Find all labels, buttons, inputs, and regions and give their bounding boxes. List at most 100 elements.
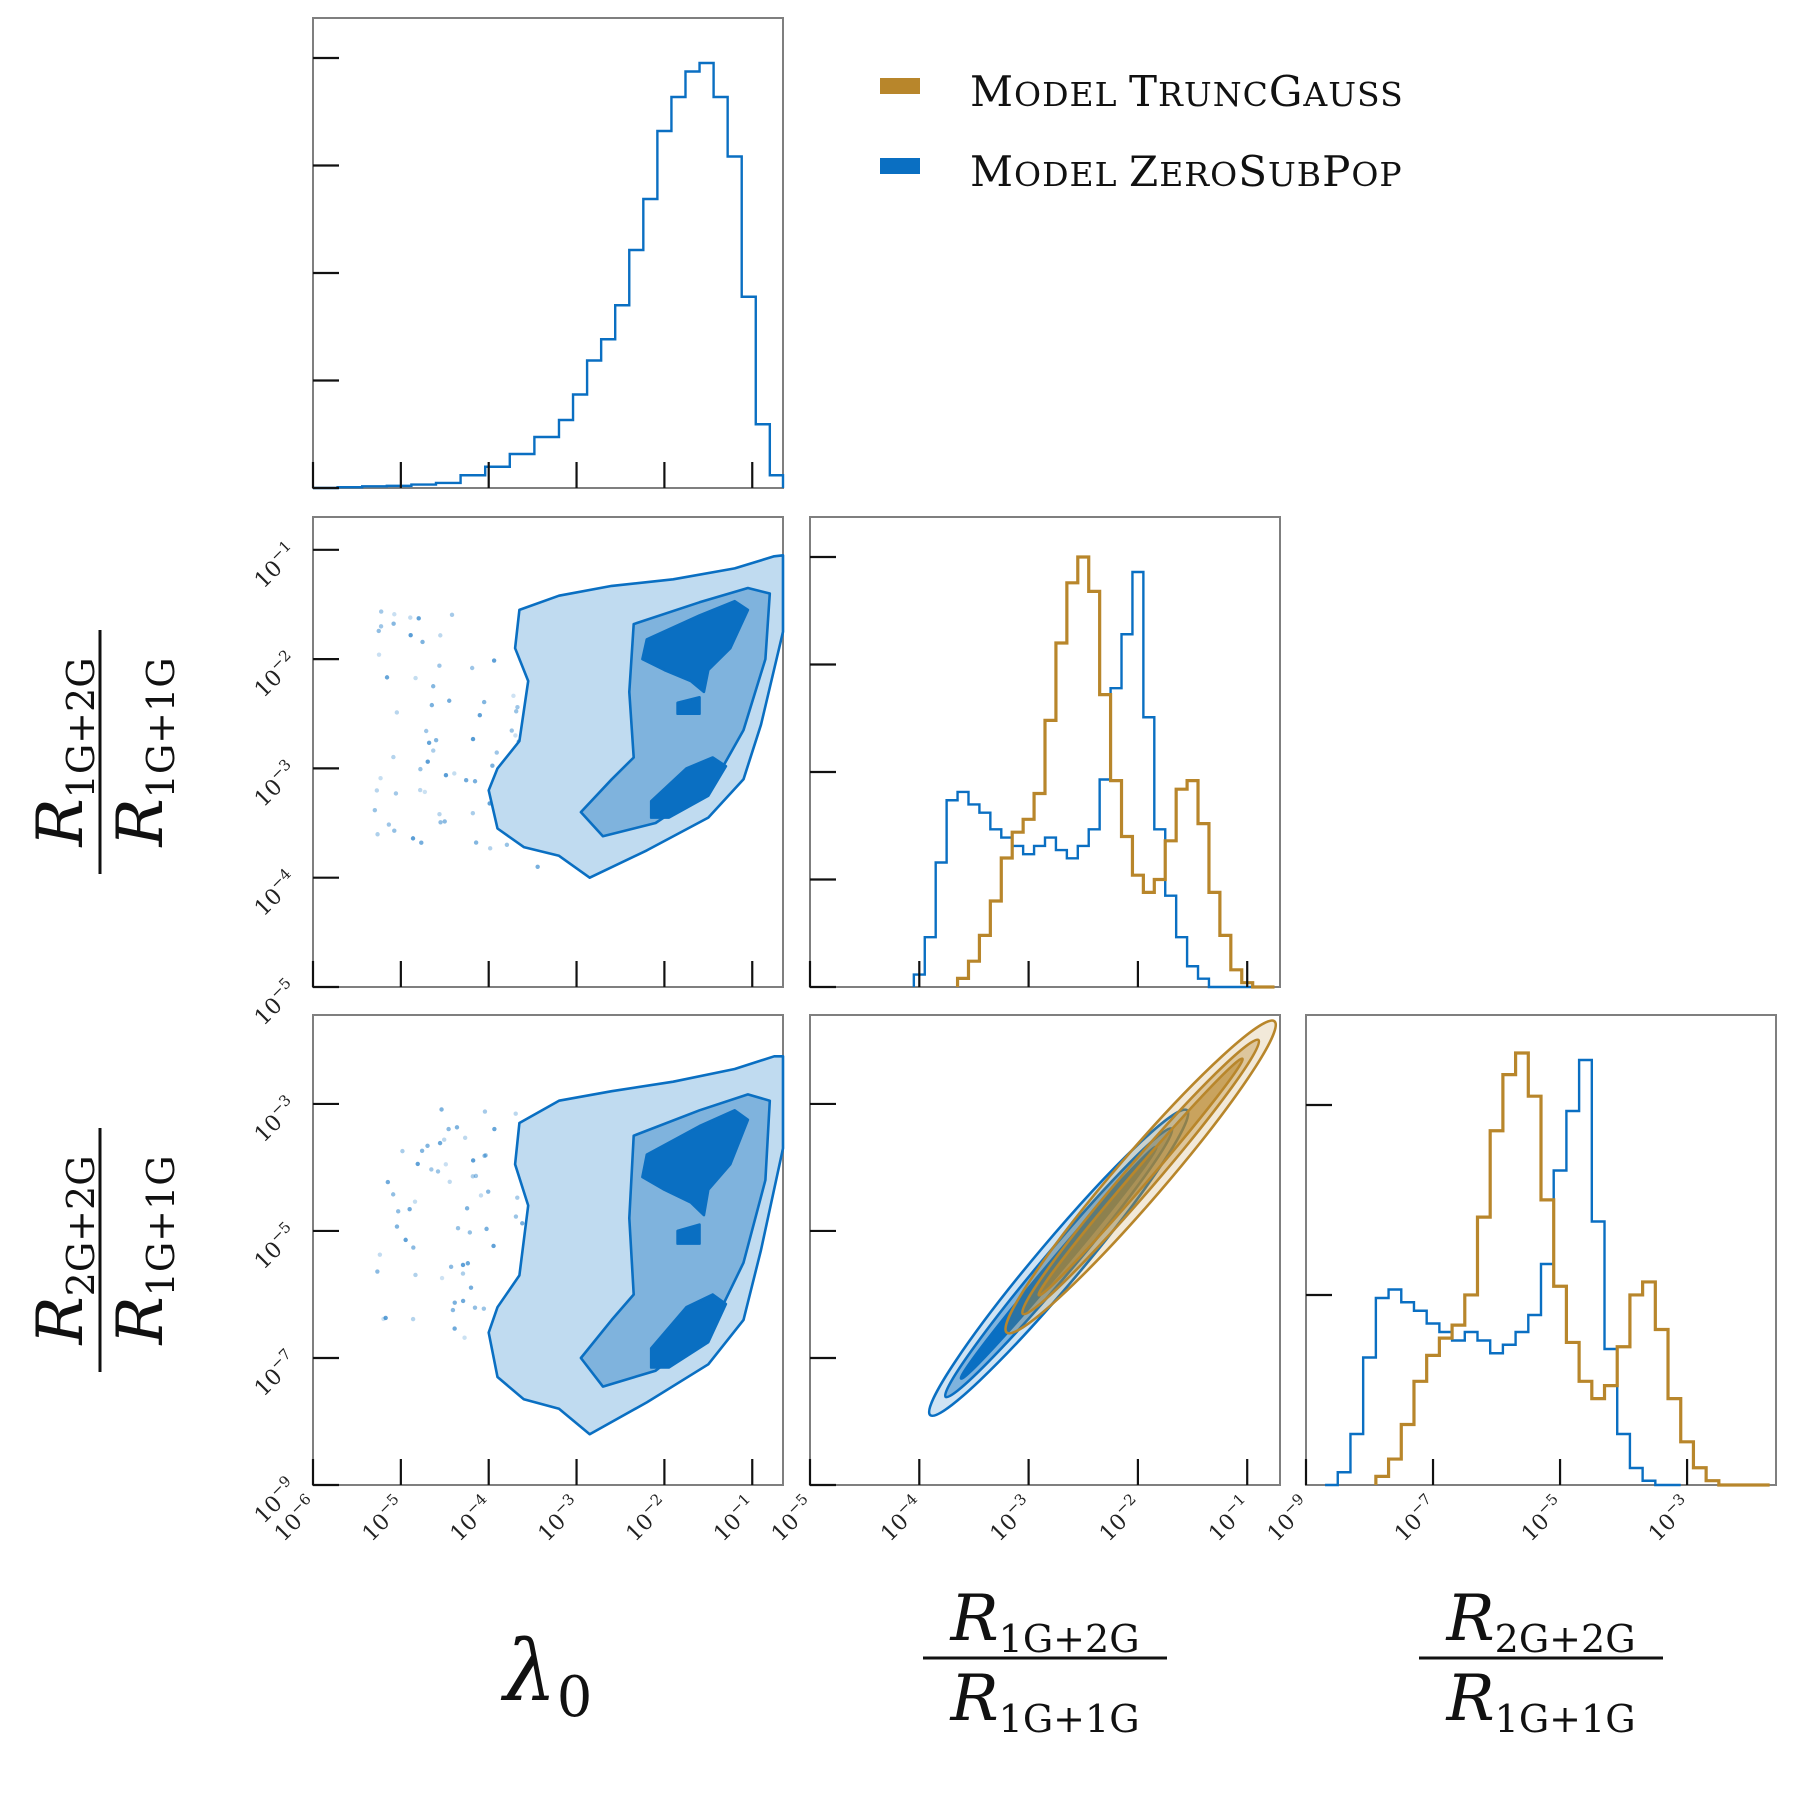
sample-point — [437, 663, 442, 668]
sample-point — [452, 771, 457, 776]
sample-point — [393, 791, 399, 796]
sample-point — [374, 788, 380, 793]
sample-point — [431, 748, 436, 753]
sample-point — [481, 699, 487, 705]
sample-point — [509, 728, 514, 733]
x-tick-label: 10−2 — [1091, 1490, 1148, 1547]
sample-point — [442, 819, 447, 824]
legend-swatch — [880, 78, 920, 94]
marginal-r22: 10−9 10−7 10−5 10−3 — [1260, 1014, 1777, 1547]
sample-point — [420, 639, 425, 645]
sample-point — [375, 832, 380, 837]
sample-point — [473, 840, 479, 845]
panel-frame — [809, 516, 1281, 988]
sample-point — [462, 1335, 467, 1340]
hist-truncgauss — [1374, 1051, 1770, 1487]
sample-point — [394, 710, 400, 715]
sample-point — [381, 1316, 386, 1322]
sample-point — [491, 1243, 496, 1249]
sample-point — [429, 1167, 434, 1172]
sample-point — [520, 1221, 525, 1226]
sample-point — [490, 763, 495, 768]
fraction-denominator: R1G+1G — [949, 1662, 1139, 1741]
sample-point — [417, 787, 423, 793]
joint-r12-r22: 10−5 10−4 10−3 10−2 10−1 — [764, 1014, 1281, 1547]
sample-point — [449, 612, 455, 618]
sample-point — [375, 1269, 380, 1274]
hist-truncgauss — [955, 555, 1275, 989]
x-tick-label: 10−3 — [1641, 1490, 1698, 1547]
fraction-numerator: R2G+2G — [24, 1155, 103, 1345]
sample-point — [513, 1214, 519, 1219]
sample-point — [452, 1326, 457, 1331]
x-tick-label: 10−4 — [442, 1490, 499, 1547]
sample-point — [415, 1161, 420, 1167]
fraction-denominator: R1G+1G — [104, 657, 183, 847]
sample-point — [391, 621, 396, 626]
sample-point — [422, 789, 428, 795]
contour-inner-low — [649, 1293, 728, 1369]
sample-point — [504, 842, 510, 847]
marginal-lambda0 — [311, 17, 785, 490]
panel-frame — [312, 1014, 784, 1486]
panel-frame — [312, 516, 784, 988]
sample-point — [446, 1126, 451, 1132]
sample-point — [412, 1199, 418, 1204]
sample-point — [462, 1135, 468, 1140]
hist-zerosubpop — [912, 570, 1253, 989]
sample-point — [378, 624, 384, 629]
sample-point — [492, 1126, 497, 1132]
sample-point — [408, 632, 413, 638]
contour-inner-low — [649, 756, 728, 819]
sample-point — [455, 1225, 461, 1231]
sample-point — [394, 1224, 400, 1229]
sample-point — [395, 1209, 401, 1214]
legend-swatch — [880, 158, 920, 174]
x-tick-label: 10−5 — [354, 1490, 411, 1547]
panel-frame — [1305, 1014, 1777, 1486]
sample-point — [429, 702, 435, 708]
y-tick-label: 10−3 — [247, 755, 304, 812]
contour-truncgauss-level-2 — [1037, 1057, 1244, 1297]
legend: MODEL TRUNCGAUSS MODEL ZEROSUBPOP — [880, 67, 1403, 196]
sample-point — [439, 1275, 445, 1281]
sample-point — [470, 736, 476, 742]
sample-point — [372, 807, 378, 813]
sample-point — [425, 759, 430, 764]
sample-point — [416, 616, 421, 621]
sample-point — [385, 1179, 391, 1185]
x-tick-label: 10−3 — [982, 1490, 1039, 1547]
sample-point — [433, 737, 439, 743]
sample-point — [377, 1252, 383, 1257]
sample-point — [391, 754, 396, 760]
contour-inner-mid — [676, 1223, 701, 1245]
sample-point — [403, 1237, 408, 1243]
sample-point — [515, 1195, 520, 1200]
x-tick-label: 10−7 — [1387, 1490, 1444, 1547]
joint-lambda0-r12: 10−5 10−4 10−3 10−2 10−1 — [247, 516, 785, 1031]
fraction-numerator: R1G+2G — [24, 657, 103, 847]
sample-point — [513, 1111, 518, 1116]
y-tick-label: 10−2 — [247, 646, 304, 703]
sample-point — [411, 1245, 416, 1250]
sample-point — [413, 675, 418, 681]
y-tick-label: 10−3 — [247, 1091, 304, 1148]
sample-point — [514, 709, 519, 714]
sample-point — [472, 1305, 478, 1310]
panels: 10−510−410−310−210−110−610−510−410−310−2… — [247, 17, 1777, 1547]
contour-inner-top — [641, 599, 750, 694]
sample-point — [410, 1316, 416, 1322]
sample-point — [478, 1193, 484, 1198]
sample-point — [438, 820, 443, 825]
sample-point — [468, 1285, 474, 1290]
sample-point — [469, 665, 475, 671]
y-tick-label: 10−5 — [247, 1218, 304, 1275]
panel-frame — [809, 1014, 1281, 1486]
sample-point — [482, 1153, 487, 1158]
joint-lambda0-r22: 10−610−510−410−310−210−110−910−710−510−3 — [247, 1014, 785, 1547]
sample-point — [470, 1158, 476, 1163]
sample-point — [379, 609, 384, 614]
